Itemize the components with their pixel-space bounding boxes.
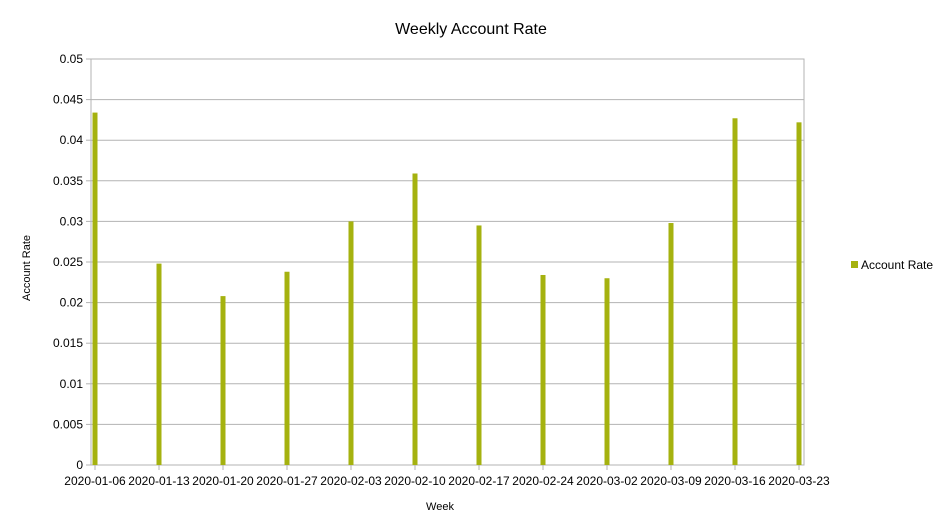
y-tick-label: 0.045 [53, 93, 83, 107]
x-tick-label: 2020-01-20 [192, 474, 254, 488]
x-tick-label: 2020-03-16 [704, 474, 766, 488]
chart-title: Weekly Account Rate [395, 21, 547, 38]
x-axis-label: Week [426, 501, 454, 513]
y-tick-label: 0.015 [53, 336, 83, 350]
legend: Account Rate [851, 258, 933, 272]
x-axis-ticks: 2020-01-06 2020-01-13 2020-01-20 2020-01-27… [64, 465, 830, 488]
x-tick-label: 2020-01-06 [64, 474, 126, 488]
y-tick-label: 0 [76, 458, 83, 472]
bar [604, 278, 610, 465]
gridlines [91, 58, 804, 466]
x-tick-label: 2020-03-09 [640, 474, 702, 488]
bar [412, 173, 418, 465]
bar [92, 112, 98, 465]
bar [540, 274, 546, 465]
x-tick-label: 2020-03-02 [576, 474, 638, 488]
x-tick-label: 2020-02-17 [448, 474, 510, 488]
bar [796, 122, 802, 465]
legend-swatch [851, 261, 858, 268]
y-axis-ticks: 0 0.005 0.01 0.015 0.02 0.025 0.03 0.035 0.04 0.0… [53, 52, 91, 472]
bar [668, 223, 674, 465]
y-tick-label: 0.035 [53, 174, 83, 188]
bar [732, 118, 738, 465]
bar [476, 225, 482, 465]
y-tick-label: 0.005 [53, 417, 83, 431]
y-tick-label: 0.05 [60, 52, 84, 66]
legend-label: Account Rate [861, 258, 933, 272]
bar [284, 271, 290, 465]
x-tick-label: 2020-03-23 [768, 474, 830, 488]
x-tick-label: 2020-02-03 [320, 474, 382, 488]
x-tick-label: 2020-01-13 [128, 474, 190, 488]
x-tick-label: 2020-02-24 [512, 474, 574, 488]
bar [156, 263, 162, 465]
y-tick-label: 0.02 [60, 296, 84, 310]
y-tick-label: 0.025 [53, 255, 83, 269]
x-tick-label: 2020-02-10 [384, 474, 446, 488]
y-tick-label: 0.04 [60, 133, 84, 147]
y-tick-label: 0.03 [60, 214, 84, 228]
bars [92, 112, 802, 465]
y-tick-label: 0.01 [60, 377, 84, 391]
bar [220, 296, 226, 465]
x-tick-label: 2020-01-27 [256, 474, 318, 488]
y-axis-label: Account Rate [21, 235, 33, 301]
bar [348, 221, 354, 465]
